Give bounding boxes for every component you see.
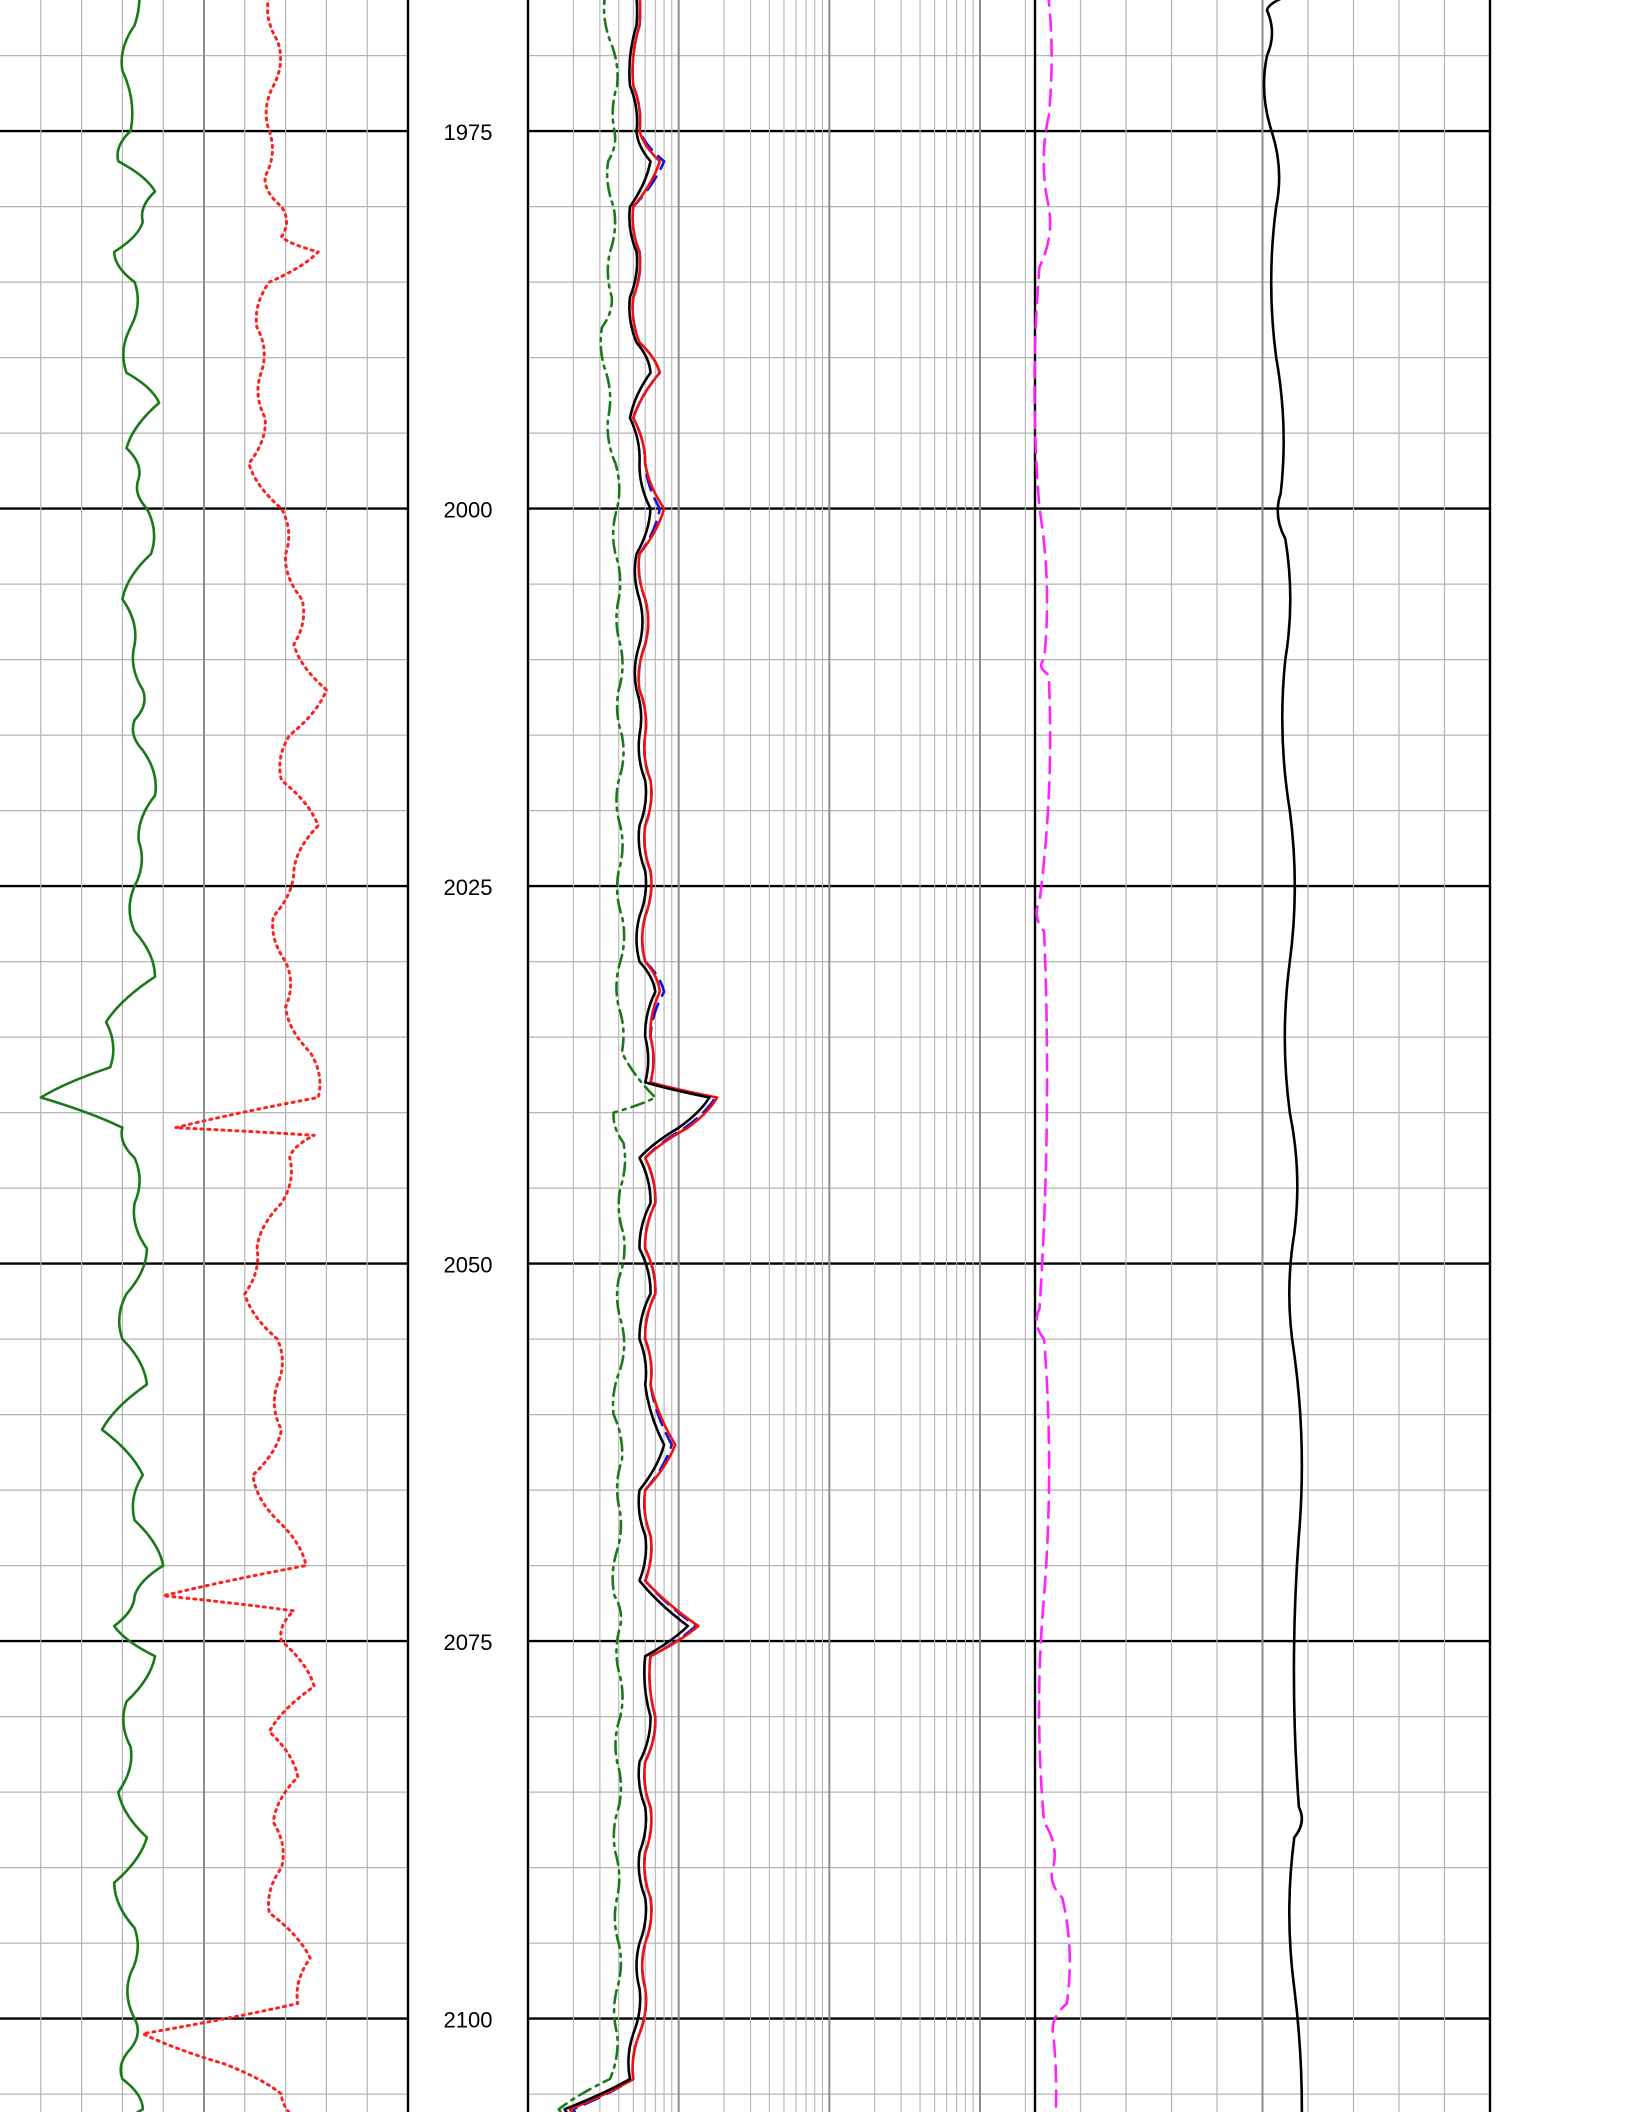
curve-red-solid bbox=[568, 0, 719, 2112]
curve-black-solid-right bbox=[1262, 0, 1304, 2112]
depth-tick-label: 2050 bbox=[444, 1253, 493, 1278]
curve-green-solid bbox=[39, 0, 165, 2112]
depth-tick-label: 1975 bbox=[444, 120, 493, 145]
depth-tick-label: 2000 bbox=[444, 498, 493, 523]
curve-red-dotted bbox=[141, 0, 328, 2112]
curve-black-solid bbox=[563, 0, 711, 2112]
grid-layer bbox=[0, 0, 1492, 2112]
curve-blue-dashed bbox=[572, 0, 717, 2112]
curve-magenta-dashed bbox=[1033, 0, 1072, 2112]
curve-layer bbox=[39, 0, 1304, 2112]
depth-labels: 1975 2000 2025 2050 2075 2100 bbox=[444, 120, 493, 2033]
depth-tick-label: 2075 bbox=[444, 1630, 493, 1655]
depth-tick-label: 2100 bbox=[444, 2008, 493, 2033]
depth-tick-label: 2025 bbox=[444, 875, 493, 900]
